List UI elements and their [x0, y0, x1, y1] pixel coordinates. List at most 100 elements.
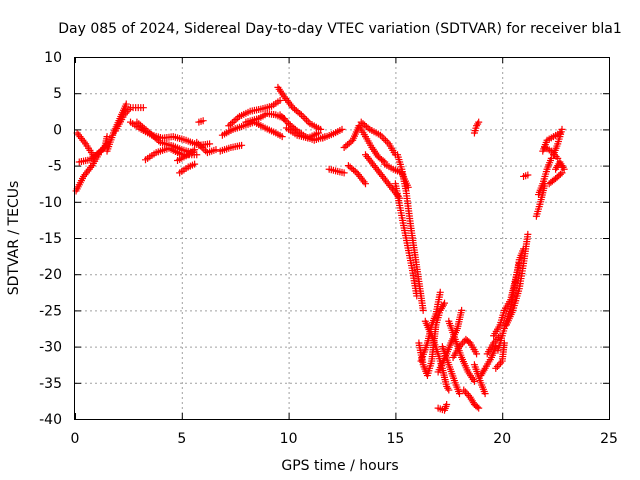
data-point	[560, 165, 568, 173]
y-tick-label: -10	[39, 195, 62, 211]
data-point	[554, 154, 562, 162]
data-point	[481, 390, 489, 398]
data-point	[436, 288, 444, 296]
data-point	[455, 390, 463, 398]
data-track	[195, 117, 207, 126]
data-point	[347, 138, 355, 146]
data-track	[319, 125, 346, 142]
data-point	[351, 167, 359, 175]
data-layer	[72, 83, 568, 414]
x-tick-label: 5	[177, 431, 186, 447]
data-point	[191, 146, 199, 154]
data-point	[547, 154, 555, 162]
y-tick-label: -30	[39, 340, 62, 356]
data-track	[541, 144, 562, 162]
data-track	[545, 169, 566, 188]
data-track	[355, 122, 389, 166]
data-track	[470, 118, 483, 137]
data-track	[72, 151, 102, 195]
data-point	[189, 147, 197, 155]
data-point	[317, 125, 325, 133]
x-tick-label: 20	[493, 431, 511, 447]
data-track	[494, 245, 528, 354]
data-track	[535, 154, 555, 199]
data-point	[441, 299, 449, 307]
data-track	[394, 151, 427, 314]
data-track	[492, 339, 508, 372]
data-point	[206, 140, 214, 148]
data-point	[419, 306, 427, 314]
x-axis-label: GPS time / hours	[281, 458, 398, 474]
data-track	[434, 401, 451, 414]
data-track	[421, 317, 453, 394]
ticks	[75, 57, 610, 420]
data-track	[75, 140, 111, 166]
data-point	[558, 125, 566, 133]
data-track	[112, 104, 147, 135]
data-point	[470, 377, 478, 385]
plot-frame	[74, 57, 610, 420]
data-point	[361, 180, 369, 188]
x-tick-label: 25	[600, 431, 618, 447]
chart-title: Day 085 of 2024, Sidereal Day-to-day VTE…	[58, 21, 621, 37]
data-point	[191, 160, 199, 168]
data-point	[278, 133, 286, 141]
data-point	[475, 118, 483, 126]
data-point	[199, 117, 207, 125]
data-point	[473, 403, 481, 411]
data-track	[520, 171, 532, 180]
data-track	[552, 158, 568, 173]
data-point	[558, 169, 566, 177]
data-point	[458, 306, 466, 314]
data-track	[242, 109, 288, 126]
data-point	[238, 141, 246, 149]
data-track	[391, 180, 421, 300]
data-track	[274, 83, 325, 133]
x-tick-labels: 0 5 10 15 20 25	[71, 431, 618, 447]
data-point	[413, 292, 421, 300]
data-point	[338, 125, 346, 133]
data-track	[325, 165, 348, 177]
x-tick-label: 15	[386, 431, 404, 447]
y-tick-label: -20	[39, 267, 62, 283]
data-point	[276, 96, 284, 104]
data-track	[174, 146, 199, 165]
data-track	[438, 343, 463, 398]
data-track	[176, 160, 199, 177]
data-point	[475, 404, 483, 412]
data-point	[445, 386, 453, 394]
data-point	[364, 124, 372, 132]
y-tick-label: -15	[39, 231, 62, 247]
data-track	[193, 138, 220, 157]
x-tick-label: 10	[280, 431, 298, 447]
data-point	[122, 100, 130, 108]
y-tick-label: -5	[48, 159, 62, 175]
y-tick-label: -25	[39, 303, 62, 319]
y-tick-label: -35	[39, 376, 62, 392]
data-track	[344, 162, 369, 188]
data-track	[502, 230, 532, 329]
data-point	[500, 339, 508, 347]
data-point	[212, 146, 220, 154]
y-tick-labels: 10 5 0 -5 -10 -15 -20 -25 -30 -35 -40	[39, 50, 62, 428]
y-tick-label: 10	[44, 50, 62, 66]
y-axis-label: SDTVAR / TECUs	[6, 181, 22, 296]
grid	[75, 57, 609, 419]
data-point	[103, 133, 111, 141]
y-tick-label: 5	[53, 86, 62, 102]
data-point	[193, 151, 201, 159]
data-point	[139, 104, 147, 112]
data-point	[315, 129, 323, 137]
y-tick-label: -40	[39, 412, 62, 428]
data-point	[556, 170, 564, 178]
data-track	[216, 141, 246, 155]
data-track	[225, 96, 284, 130]
data-point	[379, 157, 387, 165]
data-track	[477, 343, 500, 380]
data-point	[340, 169, 348, 177]
data-point	[296, 109, 304, 117]
data-track	[460, 386, 483, 412]
data-point	[473, 350, 481, 358]
